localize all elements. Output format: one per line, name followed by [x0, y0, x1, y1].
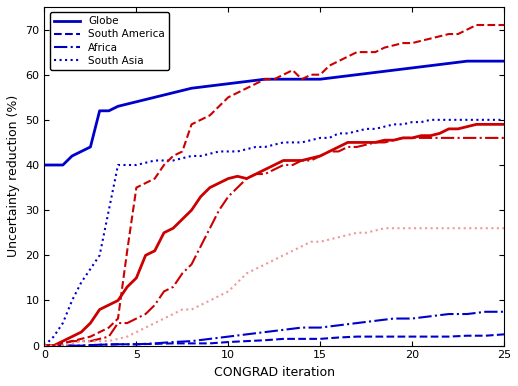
- Y-axis label: Uncertainty reduction (%): Uncertainty reduction (%): [7, 95, 20, 257]
- X-axis label: CONGRAD iteration: CONGRAD iteration: [214, 366, 335, 379]
- Legend: Globe, South America, Africa, South Asia: Globe, South America, Africa, South Asia: [50, 12, 169, 70]
